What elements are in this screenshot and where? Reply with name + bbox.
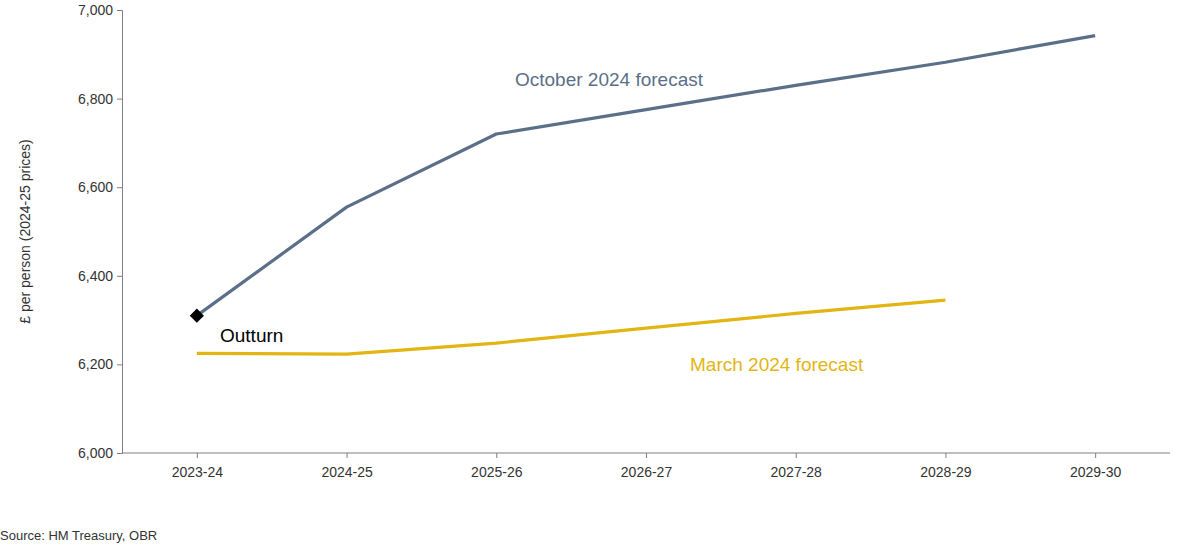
x-tick: 2027-28 (771, 453, 823, 480)
y-axis-line (117, 11, 123, 454)
plot-area (190, 36, 1095, 355)
series-line (197, 36, 1095, 316)
x-tick-mark (1095, 453, 1096, 458)
x-tick: 2023-24 (172, 453, 224, 480)
y-tick-label: 6,200 (78, 356, 113, 372)
y-tick-mark (117, 364, 122, 365)
x-tick-label: 2026-27 (621, 464, 673, 480)
x-tick-mark (347, 453, 348, 458)
y-tick-mark (117, 276, 122, 277)
x-tick: 2024-25 (321, 453, 373, 480)
series-label: October 2024 forecast (515, 69, 704, 90)
x-tick-label: 2029-30 (1070, 464, 1122, 480)
x-tick: 2025-26 (471, 453, 523, 480)
series-label: March 2024 forecast (690, 354, 864, 375)
y-tick-label: 6,400 (78, 268, 113, 284)
y-tick-mark (117, 10, 122, 11)
x-tick: 2026-27 (621, 453, 673, 480)
y-tick: 6,600 (78, 179, 122, 195)
series-label: Outturn (220, 325, 283, 346)
y-tick-label: 6,800 (78, 91, 113, 107)
y-tick-mark (117, 453, 122, 454)
y-tick-label: 6,000 (78, 445, 113, 461)
x-tick-mark (796, 453, 797, 458)
y-axis: 6,000 6,200 6,400 6,600 6,800 7,000 (78, 2, 123, 461)
y-tick-label: 6,600 (78, 179, 113, 195)
series-line (197, 300, 946, 354)
x-tick-label: 2027-28 (771, 464, 823, 480)
y-tick: 6,200 (78, 356, 122, 372)
y-tick-mark (117, 99, 122, 100)
y-tick: 6,000 (78, 445, 122, 461)
x-tick: 2028-29 (920, 453, 972, 480)
source-note: Source: HM Treasury, OBR (0, 528, 157, 543)
x-tick-mark (945, 453, 946, 458)
y-tick: 6,800 (78, 91, 122, 107)
x-tick-label: 2023-24 (172, 464, 224, 480)
x-axis: 2023-24 2024-25 2025-26 2026-27 2027-28 2028-… (122, 453, 1170, 480)
y-tick-label: 7,000 (78, 2, 113, 18)
x-tick-label: 2028-29 (920, 464, 972, 480)
x-tick: 2029-30 (1070, 453, 1122, 480)
y-tick: 6,400 (78, 268, 122, 284)
x-tick-label: 2024-25 (321, 464, 373, 480)
x-tick-mark (197, 453, 198, 458)
y-axis-title: £ per person (2024-25 prices) (17, 139, 33, 323)
series-marker (190, 309, 204, 323)
x-tick-mark (496, 453, 497, 458)
x-tick-mark (646, 453, 647, 458)
y-tick-mark (117, 187, 122, 188)
y-tick: 7,000 (78, 2, 122, 18)
x-tick-label: 2025-26 (471, 464, 523, 480)
